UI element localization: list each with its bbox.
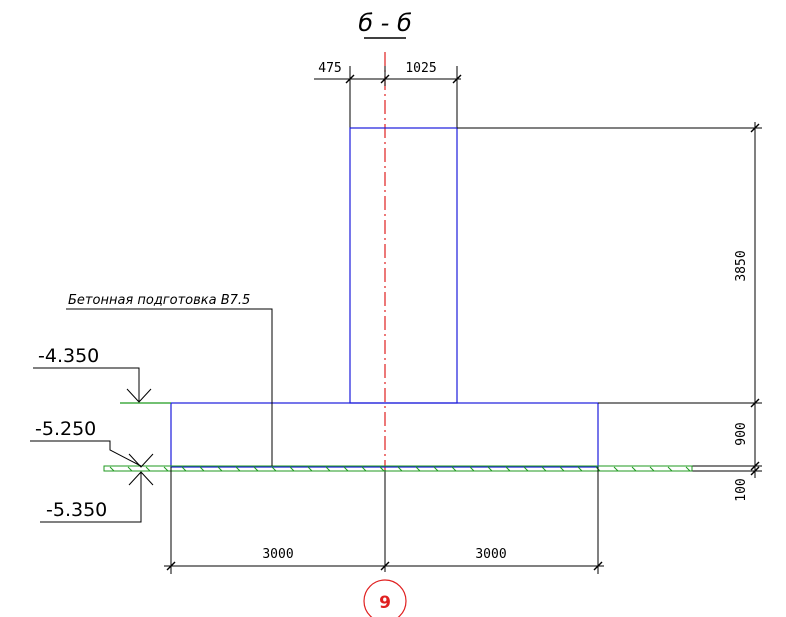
- callout-leader: [66, 308, 273, 466]
- axis-marker-label: 9: [379, 593, 391, 613]
- callout-label: Бетонная подготовка В7.5: [68, 293, 250, 308]
- hatch-mark: [631, 466, 637, 472]
- hatch-mark: [451, 466, 457, 472]
- hatch-mark: [271, 466, 277, 472]
- tick: [452, 74, 462, 84]
- hatch-mark: [433, 466, 439, 472]
- hatch-mark: [379, 466, 385, 472]
- hatch-mark: [397, 466, 403, 472]
- elevation-label: -4.350: [38, 345, 99, 367]
- hatch-mark: [199, 466, 205, 472]
- elevation-marker-bottom: -5.350: [40, 471, 154, 523]
- dim-475: 475: [318, 61, 341, 76]
- tick: [380, 74, 390, 84]
- footing-outline: [170, 402, 599, 468]
- dim-3000-right: 3000: [475, 547, 506, 562]
- hatch-mark: [181, 466, 187, 472]
- hatch-mark: [289, 466, 295, 472]
- axis-marker-circle: [363, 579, 407, 617]
- elevation-marker-top: -4.350: [33, 345, 152, 403]
- hatch-mark: [541, 466, 547, 472]
- elevation-marker-middle: -5.250: [30, 418, 154, 468]
- hatch-mark: [361, 466, 367, 472]
- dim-900: 900: [734, 422, 749, 445]
- tick: [166, 561, 176, 571]
- tick: [750, 466, 760, 476]
- tick: [380, 561, 390, 571]
- hatch-mark: [325, 466, 331, 472]
- dim-3000-left: 3000: [262, 547, 293, 562]
- hatch-mark: [217, 466, 223, 472]
- hatch-mark: [667, 466, 673, 472]
- hatch-mark: [415, 466, 421, 472]
- hatch-mark: [613, 466, 619, 472]
- column-outline: [349, 127, 458, 404]
- tick: [750, 123, 760, 133]
- hatch-mark: [559, 466, 565, 472]
- hatch-mark: [505, 466, 511, 472]
- dim-100: 100: [734, 478, 749, 501]
- hatch-mark: [145, 466, 151, 472]
- hatch-mark: [523, 466, 529, 472]
- hatch-mark: [253, 466, 259, 472]
- hatch-mark: [307, 466, 313, 472]
- hatch-mark: [235, 466, 241, 472]
- hatch-mark: [343, 466, 349, 472]
- hatch-mark: [685, 466, 691, 472]
- hatch-mark: [163, 466, 169, 472]
- hatch-mark: [577, 466, 583, 472]
- hatch-mark: [127, 466, 133, 472]
- elevation-label: -5.350: [46, 499, 107, 521]
- hatch-mark: [487, 466, 493, 472]
- hatch-mark: [649, 466, 655, 472]
- tick: [593, 561, 603, 571]
- dim-1025: 1025: [405, 61, 436, 76]
- hatch-mark: [109, 466, 115, 472]
- elevation-label: -5.250: [35, 418, 96, 440]
- hatch-mark: [469, 466, 475, 472]
- tick: [750, 398, 760, 408]
- tick: [750, 461, 760, 471]
- dim-3850: 3850: [734, 250, 749, 281]
- tick: [345, 74, 355, 84]
- section-title: б - б: [358, 9, 412, 37]
